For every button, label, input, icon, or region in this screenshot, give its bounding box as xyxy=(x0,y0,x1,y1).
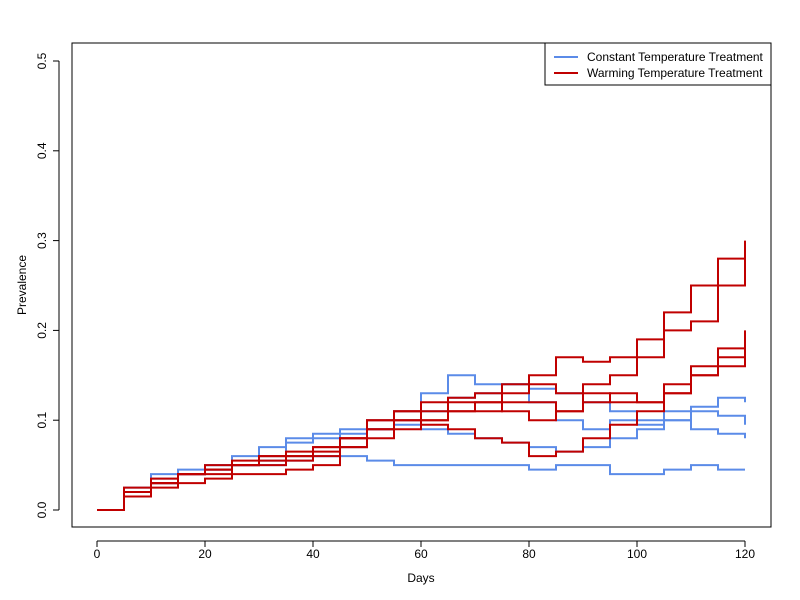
series-line-warming-5 xyxy=(97,258,746,511)
x-tick-label: 100 xyxy=(627,547,647,561)
y-axis-title: Prevalence xyxy=(15,255,29,315)
legend-box xyxy=(544,42,772,86)
y-tick-label: 0.0 xyxy=(35,501,49,518)
y-axis: 0.0 0.1 0.2 0.3 0.4 0.5 xyxy=(35,52,60,518)
y-tick-label: 0.5 xyxy=(35,52,49,69)
x-axis-title: Days xyxy=(407,571,434,585)
series-line-warming-7 xyxy=(97,352,746,511)
x-tick-label: 60 xyxy=(414,547,428,561)
y-tick-label: 0.1 xyxy=(35,412,49,429)
x-tick-label: 0 xyxy=(94,547,101,561)
series-layer xyxy=(97,240,746,511)
series-line-warming-8 xyxy=(97,348,746,511)
x-tick-label: 20 xyxy=(198,547,212,561)
legend-label-constant: Constant Temperature Treatment xyxy=(587,50,764,64)
x-tick-label: 40 xyxy=(306,547,320,561)
y-tick-label: 0.3 xyxy=(35,232,49,249)
legend-label-warming: Warming Temperature Treatment xyxy=(587,66,763,80)
legend: Constant Temperature Treatment Warming T… xyxy=(544,42,772,86)
y-tick-label: 0.2 xyxy=(35,322,49,339)
x-tick-label: 120 xyxy=(735,547,755,561)
plot-frame xyxy=(71,42,772,528)
series-line-constant-1 xyxy=(97,374,746,511)
y-tick-label: 0.4 xyxy=(35,142,49,159)
x-tick-label: 80 xyxy=(522,547,536,561)
x-axis: 0 20 40 60 80 100 120 xyxy=(94,540,755,561)
